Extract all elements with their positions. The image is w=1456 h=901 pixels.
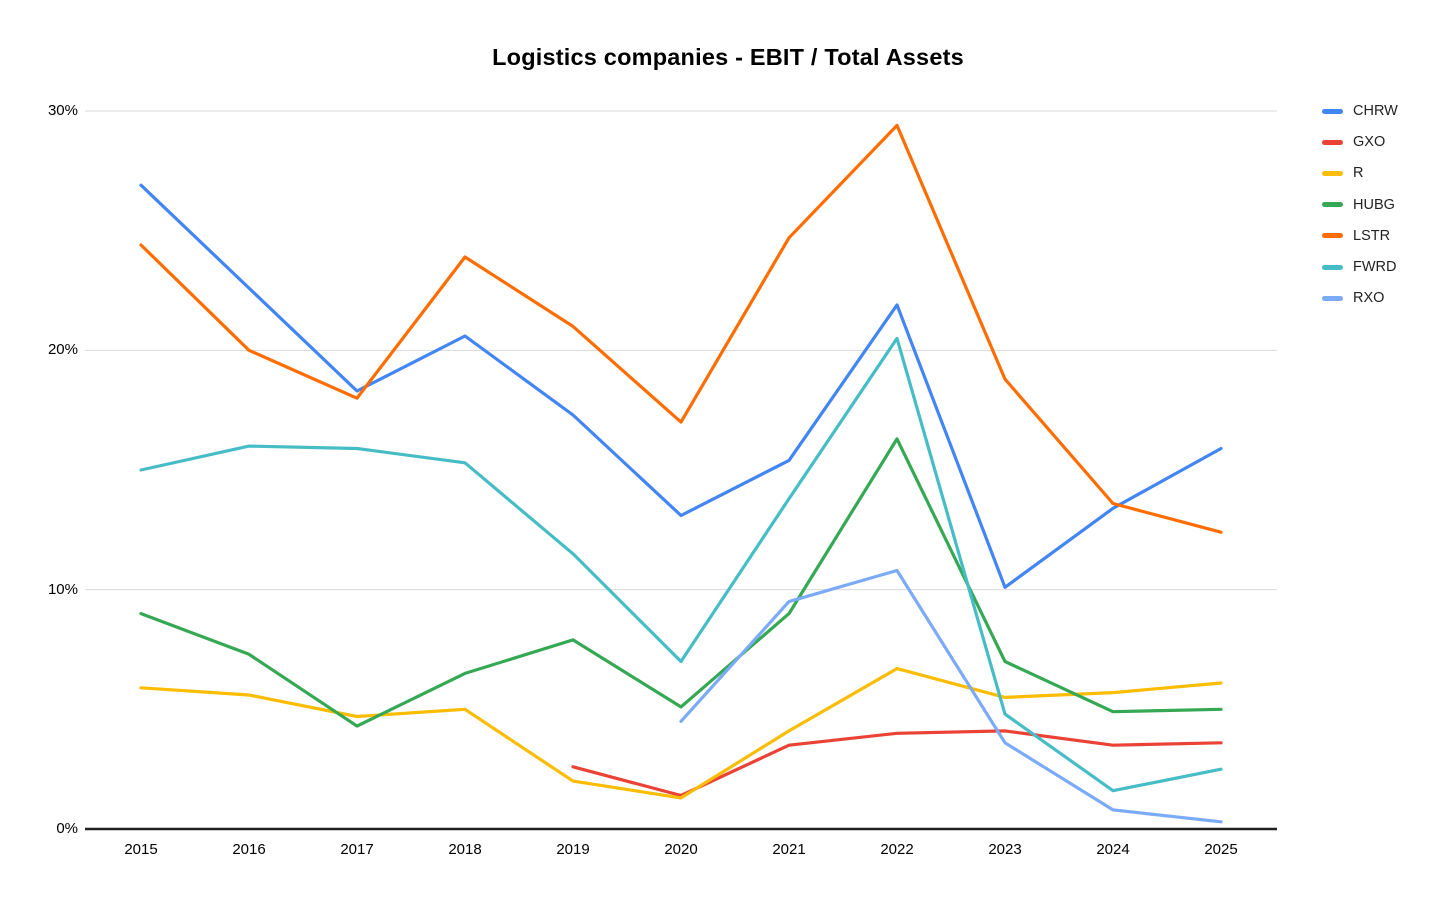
legend-item-fwrd: FWRD bbox=[1322, 257, 1397, 277]
legend-label: RXO bbox=[1353, 290, 1385, 307]
legend-swatch-gxo bbox=[1322, 139, 1343, 145]
series-line-lstr bbox=[139, 123, 1223, 534]
x-axis-tick-label: 2015 bbox=[124, 841, 158, 858]
series-line-chrw bbox=[139, 183, 1223, 589]
series-line-gxo bbox=[571, 729, 1223, 798]
x-axis-tick-label: 2021 bbox=[772, 841, 806, 858]
series-line-rxo bbox=[679, 568, 1223, 824]
x-axis-tick-label: 2017 bbox=[340, 841, 374, 858]
legend-item-lstr: LSTR bbox=[1322, 226, 1390, 246]
legend-item-chrw: CHRW bbox=[1322, 101, 1398, 121]
legend-item-hubg: HUBG bbox=[1322, 195, 1395, 215]
legend-label: R bbox=[1353, 165, 1364, 182]
legend-label: FWRD bbox=[1353, 259, 1397, 275]
legend-swatch-chrw bbox=[1322, 108, 1343, 114]
chart-title: Logistics companies - EBIT / Total Asset… bbox=[492, 44, 964, 70]
legend-swatch-lstr bbox=[1322, 233, 1343, 239]
legend-swatch-hubg bbox=[1322, 202, 1343, 208]
legend-label: HUBG bbox=[1353, 196, 1395, 213]
series-line-r bbox=[139, 667, 1223, 800]
legend-swatch-r bbox=[1322, 170, 1343, 176]
y-axis-tick-label: 20% bbox=[47, 341, 78, 359]
legend-label: LSTR bbox=[1353, 227, 1391, 244]
y-axis-tick-label: 10% bbox=[47, 580, 78, 598]
x-axis-tick-label: 2022 bbox=[880, 841, 914, 858]
legend-label: GXO bbox=[1353, 134, 1386, 151]
x-axis-tick-label: 2019 bbox=[556, 841, 590, 858]
series-line-hubg bbox=[139, 437, 1223, 728]
x-axis-tick-label: 2024 bbox=[1096, 841, 1130, 858]
legend-swatch-rxo bbox=[1322, 295, 1343, 301]
x-axis-tick-label: 2020 bbox=[664, 841, 698, 858]
legend-item-rxo: RXO bbox=[1322, 288, 1384, 308]
legend-item-r: R bbox=[1322, 163, 1363, 183]
legend-label: CHRW bbox=[1353, 103, 1398, 119]
series-line-fwrd bbox=[139, 336, 1223, 793]
y-axis-tick-label: 30% bbox=[47, 102, 78, 119]
x-axis-tick-label: 2016 bbox=[232, 841, 266, 858]
x-axis-tick-label: 2023 bbox=[988, 841, 1022, 858]
y-axis-tick-label: 0% bbox=[56, 820, 78, 837]
legend-swatch-fwrd bbox=[1322, 264, 1343, 270]
x-axis-tick-label: 2025 bbox=[1204, 841, 1238, 858]
legend-item-gxo: GXO bbox=[1322, 132, 1385, 152]
x-axis-tick-label: 2018 bbox=[448, 841, 482, 858]
